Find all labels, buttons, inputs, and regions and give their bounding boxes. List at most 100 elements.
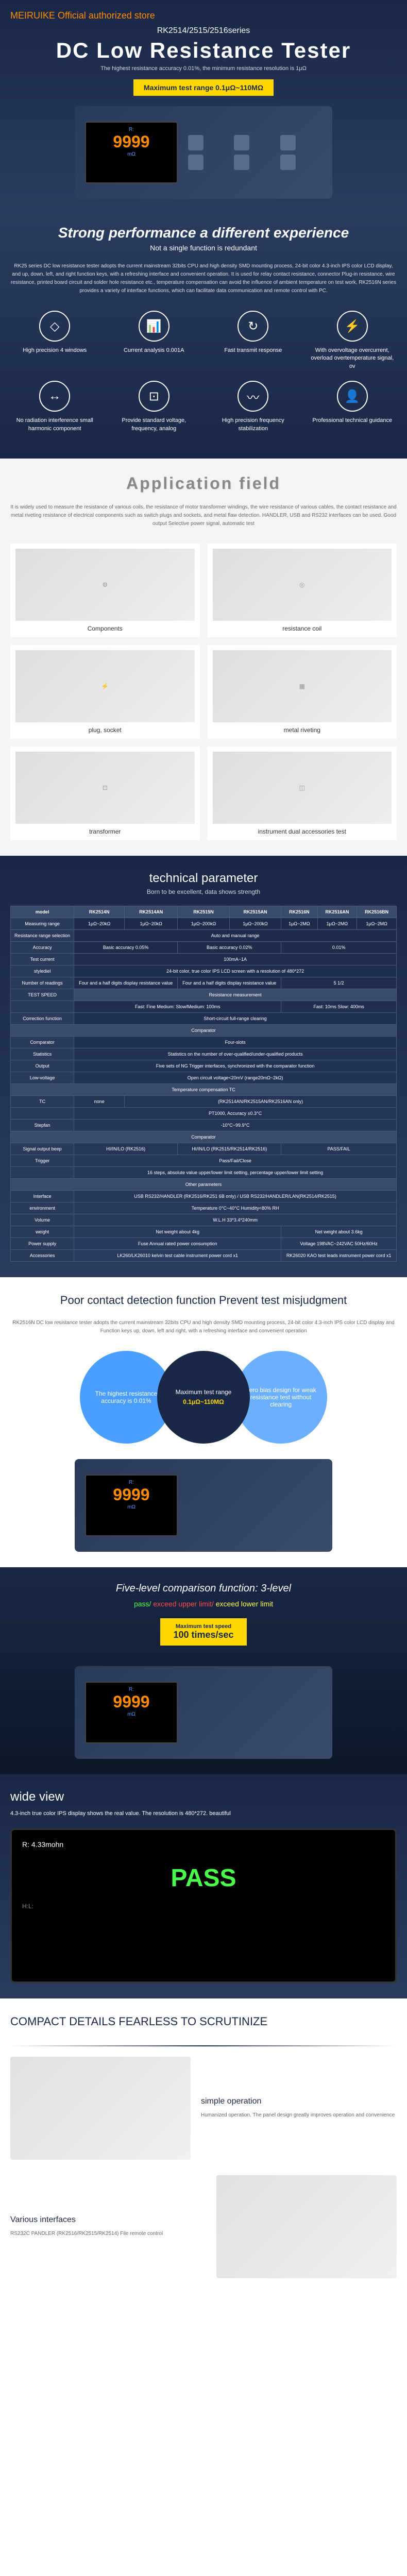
feature-item: 〰 High precision frequency stabilization — [209, 381, 298, 433]
tech-title: technical parameter — [10, 871, 397, 886]
table-row: Number of readingsFour and a half digits… — [11, 977, 397, 989]
screen-r-label: R: — [90, 127, 173, 132]
series-label: RK2514/2515/2516series — [10, 26, 397, 36]
control-button — [280, 135, 296, 150]
pass-text: pass/ — [134, 1600, 151, 1608]
app-item: ◫ instrument dual accessories test — [208, 747, 397, 840]
device-image-2: R: 9999 mΩ — [75, 1459, 332, 1552]
riveting-image: ▦ — [213, 650, 392, 722]
tagline: The highest resistance accuracy 0.01%, t… — [10, 65, 397, 72]
table-row: 16 steps, absolute value upper/lower lim… — [11, 1166, 397, 1178]
table-section-header: Comparator — [11, 1024, 397, 1036]
compact-row-1: simple operation Humanized operation. Th… — [10, 2057, 397, 2160]
device-controls — [188, 135, 322, 170]
app-item: ◎ resistance coil — [208, 544, 397, 637]
pc-title: Poor contact detection function Prevent … — [10, 1293, 397, 1309]
app-item: ⚡ plug, socket — [10, 645, 200, 739]
table-row: Stepfan-10°C~99.9°C — [11, 1119, 397, 1131]
table-section-header: Temperature compensation TC — [11, 1083, 397, 1095]
feature-item: 📊 Current analysis 0.001A — [110, 311, 199, 370]
compact-details-section: COMPACT DETAILS FEARLESS TO SCRUTINIZE s… — [0, 1998, 407, 2309]
control-button — [234, 155, 249, 170]
divider — [10, 2045, 397, 2046]
table-header-row: model RK2514N RK2514AN RK2515N RK2515AN … — [11, 906, 397, 918]
sp-description: RK25 series DC low resistance tester ado… — [10, 262, 397, 295]
model-col: RK2514N — [74, 906, 125, 918]
table-row: environmentTemperature 0°C~40°C Humidity… — [11, 1202, 397, 1214]
model-col: RK2515AN — [229, 906, 281, 918]
table-row: Fast: Fine Medium: Slow/Medium: 100msFas… — [11, 1001, 397, 1012]
transmit-icon: ↻ — [238, 311, 268, 342]
device-screen: R: 9999 mΩ — [85, 1475, 178, 1536]
app-title: Application field — [10, 474, 397, 493]
table-row: TCnone(RK2514AN/RK2515AN/RK2516AN only) — [11, 1095, 397, 1107]
wide-screen: R: 4.33mohn PASS H:L: — [10, 1828, 397, 1983]
app-description: It is widely used to measure the resista… — [10, 503, 397, 528]
model-col: RK2514AN — [125, 906, 178, 918]
compact-text: simple operation Humanized operation. Th… — [201, 2097, 397, 2120]
sp-subtitle: Not a single function is redundant — [10, 244, 397, 252]
radiation-icon: ↔ — [39, 381, 70, 412]
device-image-3: R: 9999 mΩ — [75, 1666, 332, 1759]
app-label: plug, socket — [15, 726, 195, 734]
feature-label: No radiation interference small harmonic… — [10, 417, 99, 433]
fl-colored-text: pass/ exceed upper limit/ exceed lower l… — [10, 1600, 397, 1608]
strong-performance-section: Strong performance a different experienc… — [0, 209, 407, 459]
feature-label: Current analysis 0.001A — [110, 347, 199, 354]
exceed-text: exceed upper limit/ — [153, 1600, 214, 1608]
range-circle: Maximum test range 0.1μΩ~110MΩ — [157, 1351, 250, 1444]
voltage-icon: ⊡ — [139, 381, 169, 412]
table-row: Test current100mA~1A — [11, 953, 397, 965]
table-row: Correction functionShort-circuit full-ra… — [11, 1012, 397, 1024]
table-row: StatisticsStatistics on the number of ov… — [11, 1048, 397, 1060]
feature-label: Provide standard voltage, frequency, ana… — [110, 417, 199, 433]
feature-grid: ◇ High precision 4 windows 📊 Current ana… — [10, 311, 397, 370]
table-section-header: TEST SPEEDResistance measurement — [11, 989, 397, 1001]
main-title: DC Low Resistance Tester — [10, 38, 397, 63]
feature-grid-2: ↔ No radiation interference small harmon… — [10, 381, 397, 433]
table-section-header: Comparator — [11, 1131, 397, 1143]
table-row: Signal output beepHI/IN/LO (RK2516)HI/IN… — [11, 1143, 397, 1155]
control-button — [188, 155, 204, 170]
feature-item: ↔ No radiation interference small harmon… — [10, 381, 99, 433]
device-screen: R: 9999 mΩ — [85, 122, 178, 183]
app-label: metal riveting — [213, 726, 392, 734]
compact-para: RS232C PANDLER (RK2516/RK2515/RK2514) Fi… — [10, 2230, 206, 2238]
feature-item: ⊡ Provide standard voltage, frequency, a… — [110, 381, 199, 433]
table-row: Resistance range selectionAuto and manua… — [11, 929, 397, 941]
compact-text: Various interfaces RS232C PANDLER (RK251… — [10, 2215, 206, 2238]
model-col: RK2516BN — [357, 906, 397, 918]
model-col: RK2516N — [281, 906, 317, 918]
table-row: InterfaceUSB RS232/HANDLER (RK2516/RK251… — [11, 1190, 397, 1202]
app-label: Components — [15, 625, 195, 632]
compact-row-2: Various interfaces RS232C PANDLER (RK251… — [10, 2175, 397, 2278]
pc-description: RK2516N DC low resistance tester adopts … — [10, 1319, 397, 1335]
table-row: Power supplyFuse Annual rated power cons… — [11, 1238, 397, 1249]
control-button — [234, 135, 249, 150]
screen-hl: H:L: — [22, 1903, 385, 1910]
wv-description: 4.3-inch true color IPS display shows th… — [10, 1809, 397, 1819]
precision-icon: ◇ — [39, 311, 70, 342]
app-label: resistance coil — [213, 625, 392, 632]
sp-title: Strong performance a different experienc… — [10, 225, 397, 241]
support-icon: 👤 — [337, 381, 368, 412]
model-col: RK2515N — [178, 906, 230, 918]
components-image: ⚙ — [15, 549, 195, 621]
compact-heading: Various interfaces — [10, 2215, 206, 2225]
compact-heading: simple operation — [201, 2097, 397, 2106]
instrument-image: ◫ — [213, 752, 392, 824]
feature-label: High precision 4 windows — [10, 347, 99, 354]
analysis-icon: 📊 — [139, 311, 169, 342]
operation-image — [10, 2057, 191, 2160]
table-row: VolumeW.L.H 33*3.4*240mm — [11, 1214, 397, 1226]
control-button — [188, 135, 204, 150]
pc-circles: The highest resistance accuracy is 0.01%… — [10, 1351, 397, 1444]
screen-unit: mΩ — [90, 151, 173, 157]
compact-para: Humanized operation. The panel design gr… — [201, 2111, 397, 2120]
table-row: Measuring range1μΩ~20kΩ1μΩ~20kΩ1μΩ~200kΩ… — [11, 918, 397, 929]
compact-title: COMPACT DETAILS FEARLESS TO SCRUTINIZE — [10, 2014, 397, 2030]
feature-item: 👤 Professional technical guidance — [308, 381, 397, 433]
lower-text: exceed lower limit — [216, 1600, 273, 1608]
hero-section: MEIRUIKE Official authorized store RK251… — [0, 0, 407, 209]
screen-value: 9999 — [90, 132, 173, 151]
